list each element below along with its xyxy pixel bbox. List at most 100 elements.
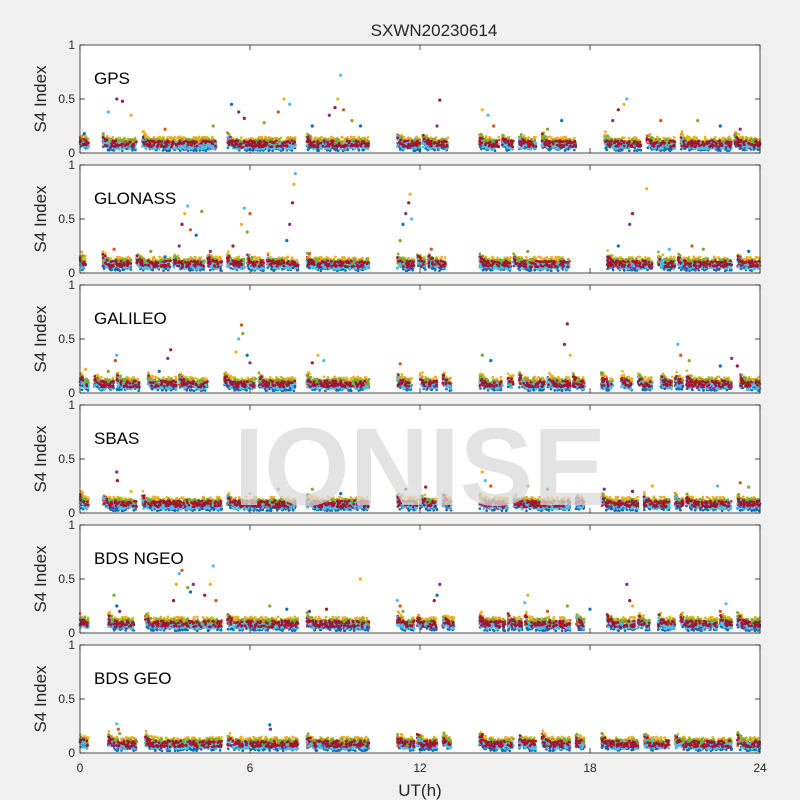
data-point <box>356 140 359 143</box>
data-point <box>240 143 243 146</box>
data-point <box>435 139 438 142</box>
data-point <box>287 136 290 139</box>
data-point <box>444 140 447 143</box>
data-point <box>142 141 145 144</box>
data-point <box>366 143 369 146</box>
data-point <box>214 144 217 147</box>
data-point <box>416 136 419 139</box>
data-point <box>135 140 138 143</box>
data-point <box>157 140 160 143</box>
data-point <box>330 136 333 139</box>
data-point <box>485 146 488 149</box>
data-point <box>236 140 239 143</box>
data-point <box>145 146 148 149</box>
data-point <box>236 147 239 150</box>
data-point <box>82 138 85 141</box>
data-point <box>192 146 195 149</box>
data-point <box>399 148 402 151</box>
data-point <box>214 140 217 143</box>
data-point <box>403 145 406 148</box>
data-point <box>275 145 278 148</box>
data-point <box>166 144 169 147</box>
data-point <box>447 137 450 140</box>
data-point <box>279 148 282 151</box>
data-point <box>164 141 167 144</box>
data-point <box>151 145 154 148</box>
data-point <box>172 141 175 144</box>
data-point <box>168 136 171 139</box>
data-point <box>116 143 119 146</box>
data-point <box>266 137 269 140</box>
data-point <box>403 139 406 142</box>
data-point <box>148 140 151 143</box>
data-point <box>114 145 117 148</box>
data-point <box>422 141 425 144</box>
data-point <box>260 141 263 144</box>
data-point <box>248 143 251 146</box>
data-point <box>144 141 147 144</box>
data-point <box>340 135 343 138</box>
data-point <box>122 139 125 142</box>
data-point <box>110 142 113 145</box>
data-point <box>422 146 425 149</box>
data-point <box>285 145 288 148</box>
data-point <box>281 144 284 147</box>
panel-label: GPS <box>94 69 130 88</box>
data-point <box>406 139 409 142</box>
data-point <box>179 139 182 142</box>
data-point <box>335 145 338 148</box>
data-point <box>437 143 440 146</box>
data-point <box>102 132 105 135</box>
data-point <box>423 137 426 140</box>
data-point <box>142 136 145 139</box>
data-point <box>107 149 110 152</box>
data-point <box>360 145 363 148</box>
data-point <box>294 145 297 148</box>
data-point <box>396 136 399 139</box>
data-point <box>193 142 196 145</box>
data-point <box>269 145 272 148</box>
data-point <box>361 149 364 152</box>
data-point <box>480 148 483 151</box>
data-point <box>246 141 249 144</box>
data-point <box>263 140 266 143</box>
data-point <box>264 145 267 148</box>
data-point <box>322 145 325 148</box>
data-point <box>250 144 253 147</box>
data-point <box>79 139 82 142</box>
data-point <box>173 147 176 150</box>
data-point <box>439 147 442 150</box>
data-point <box>418 147 421 150</box>
data-point <box>253 145 256 148</box>
data-point <box>102 136 105 139</box>
data-point <box>327 147 330 150</box>
data-point <box>134 147 137 150</box>
data-point <box>149 143 152 146</box>
data-point <box>203 146 206 149</box>
data-point <box>192 136 195 139</box>
data-point <box>480 133 483 136</box>
data-point <box>176 137 179 140</box>
data-point <box>446 145 449 148</box>
data-point <box>271 141 274 144</box>
data-point <box>210 146 213 149</box>
data-point <box>326 138 329 141</box>
data-point <box>118 148 121 151</box>
data-point <box>307 138 310 141</box>
data-point <box>171 143 174 146</box>
data-point <box>157 144 160 147</box>
data-point <box>227 133 230 136</box>
data-point <box>147 145 150 148</box>
data-point <box>168 149 171 152</box>
data-point <box>232 144 235 147</box>
data-point <box>479 137 482 140</box>
data-point <box>438 140 441 143</box>
data-point <box>177 142 180 145</box>
data-point <box>311 143 314 146</box>
data-point <box>406 145 409 148</box>
data-point <box>132 145 135 148</box>
figure-title: SXWN20230614 <box>371 21 498 40</box>
data-point <box>144 132 147 135</box>
data-point <box>124 144 127 147</box>
data-point <box>314 145 317 148</box>
